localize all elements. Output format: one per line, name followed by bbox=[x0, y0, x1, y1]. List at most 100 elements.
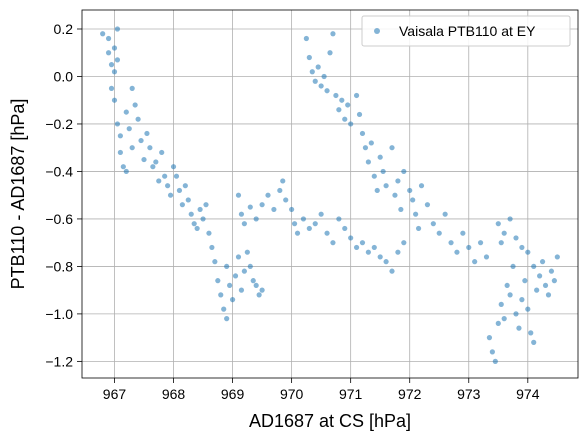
data-point bbox=[191, 221, 197, 227]
data-point bbox=[188, 211, 194, 217]
data-point bbox=[318, 83, 324, 89]
data-point bbox=[430, 221, 436, 227]
data-point bbox=[534, 287, 540, 293]
data-point bbox=[132, 102, 138, 108]
data-point bbox=[277, 187, 283, 194]
data-point bbox=[212, 259, 218, 265]
x-tick-label: 970 bbox=[280, 386, 304, 402]
y-tick-label: 0.2 bbox=[54, 21, 74, 37]
data-point bbox=[365, 249, 371, 255]
data-point bbox=[498, 240, 504, 246]
data-point bbox=[150, 164, 156, 170]
data-point bbox=[235, 192, 242, 198]
legend-marker bbox=[374, 28, 380, 34]
data-point bbox=[374, 187, 380, 194]
y-tick-label: −0.4 bbox=[45, 163, 73, 179]
data-point bbox=[309, 69, 315, 75]
data-point bbox=[167, 192, 174, 198]
data-point bbox=[380, 168, 386, 175]
data-point bbox=[194, 225, 200, 232]
data-point bbox=[466, 244, 472, 251]
data-point bbox=[418, 183, 425, 189]
data-point bbox=[477, 240, 484, 246]
data-point bbox=[507, 216, 513, 222]
x-tick-label: 972 bbox=[398, 386, 422, 402]
data-point bbox=[182, 183, 188, 189]
data-point bbox=[108, 85, 115, 91]
data-point bbox=[117, 149, 123, 156]
data-point bbox=[244, 249, 250, 255]
data-point bbox=[215, 278, 221, 284]
data-point bbox=[383, 259, 389, 265]
data-point bbox=[353, 92, 360, 99]
data-point bbox=[120, 164, 126, 170]
data-point bbox=[306, 54, 312, 61]
data-point bbox=[129, 145, 135, 151]
data-point bbox=[185, 197, 191, 203]
y-tick-label: −0.6 bbox=[45, 211, 73, 227]
data-point bbox=[218, 292, 224, 298]
data-point bbox=[348, 121, 354, 127]
data-point bbox=[539, 259, 546, 265]
data-point bbox=[339, 97, 345, 103]
data-point bbox=[147, 145, 153, 151]
x-tick-label: 974 bbox=[516, 386, 540, 402]
data-point bbox=[327, 50, 333, 56]
data-point bbox=[114, 57, 121, 63]
data-point bbox=[280, 178, 286, 184]
data-point bbox=[356, 111, 363, 118]
data-point bbox=[250, 278, 256, 284]
data-point bbox=[241, 221, 247, 227]
data-point bbox=[135, 116, 141, 122]
data-point bbox=[330, 240, 336, 246]
data-point bbox=[294, 230, 301, 236]
legend-box bbox=[361, 15, 571, 47]
data-point bbox=[492, 358, 498, 364]
data-point bbox=[170, 164, 177, 170]
data-point bbox=[528, 330, 534, 336]
data-point bbox=[424, 202, 431, 208]
data-point bbox=[114, 26, 121, 32]
data-point bbox=[176, 187, 183, 194]
data-point bbox=[179, 202, 185, 208]
data-point bbox=[227, 282, 233, 289]
data-point bbox=[111, 69, 118, 75]
x-tick-label: 973 bbox=[457, 386, 481, 402]
data-point bbox=[442, 211, 448, 217]
data-point bbox=[519, 297, 525, 303]
data-point bbox=[303, 35, 309, 42]
data-point bbox=[336, 107, 342, 113]
data-point bbox=[501, 230, 507, 236]
data-point bbox=[507, 292, 513, 298]
data-point bbox=[173, 173, 180, 179]
data-point bbox=[542, 282, 549, 289]
y-axis-label: PTB110 - AD1687 [hPa] bbox=[8, 99, 28, 290]
data-point bbox=[410, 197, 416, 203]
data-point bbox=[138, 137, 144, 144]
data-point bbox=[392, 192, 398, 198]
data-point bbox=[259, 287, 265, 293]
data-point bbox=[144, 130, 150, 137]
plot-frame bbox=[81, 9, 579, 379]
data-point bbox=[318, 211, 324, 217]
data-point bbox=[159, 149, 165, 156]
x-tick-label: 967 bbox=[103, 386, 127, 402]
data-point bbox=[111, 45, 118, 51]
data-point bbox=[247, 263, 253, 270]
data-point bbox=[401, 168, 407, 175]
data-point bbox=[545, 292, 552, 298]
data-point bbox=[510, 263, 516, 270]
data-point bbox=[324, 230, 330, 236]
data-point bbox=[460, 230, 466, 236]
data-point bbox=[472, 259, 478, 265]
axis-ticks: 967 968 969 970 971 972 973 974 0.2 0.0 −0.2 −0.4 −0… bbox=[45, 21, 539, 402]
data-point bbox=[389, 268, 395, 274]
data-point bbox=[111, 97, 118, 103]
data-point bbox=[383, 183, 389, 189]
data-point bbox=[495, 221, 501, 227]
data-point bbox=[525, 306, 531, 312]
data-point bbox=[247, 204, 253, 210]
data-point bbox=[398, 206, 404, 213]
